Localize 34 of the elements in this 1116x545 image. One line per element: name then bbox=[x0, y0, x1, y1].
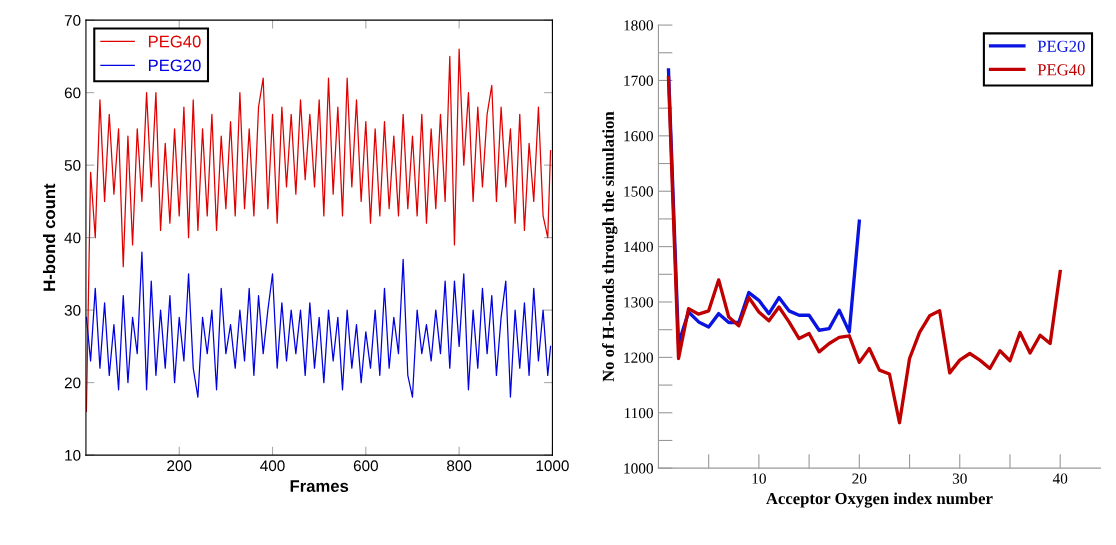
y-tick-label: 20 bbox=[64, 377, 81, 389]
x-tick-label: 40 bbox=[1052, 473, 1068, 484]
x-axis-title: Frames bbox=[290, 480, 349, 492]
y-tick-label: 1400 bbox=[624, 241, 653, 253]
y-axis-title: No of H-bonds through the simulation bbox=[602, 111, 618, 382]
legend-label: PEG20 bbox=[1037, 40, 1085, 52]
x-tick-label: 400 bbox=[260, 460, 285, 472]
legend-label: PEG20 bbox=[148, 59, 201, 72]
line-series bbox=[666, 76, 1062, 425]
x-tick-label: 200 bbox=[167, 460, 192, 472]
y-tick-label: 1500 bbox=[624, 186, 653, 197]
x-tick-label: 30 bbox=[952, 473, 967, 484]
y-tick-label: 1100 bbox=[624, 407, 653, 419]
y-tick-label: 40 bbox=[64, 232, 81, 244]
y-tick-label: 60 bbox=[64, 87, 81, 99]
legend-label: PEG40 bbox=[148, 35, 201, 48]
x-tick-label: 600 bbox=[353, 460, 378, 472]
y-tick-label: 1800 bbox=[624, 20, 653, 31]
y-tick-label: 50 bbox=[64, 160, 81, 171]
y-tick-label: 1200 bbox=[624, 352, 653, 363]
y-tick-label: 70 bbox=[64, 15, 81, 26]
x-tick-label: 20 bbox=[852, 473, 867, 484]
y-tick-label: 1300 bbox=[624, 297, 653, 308]
y-tick-label: 1700 bbox=[624, 75, 653, 86]
y-tick-label: 1600 bbox=[624, 130, 653, 142]
line-series bbox=[85, 251, 552, 398]
y-axis-title: H-bond count bbox=[42, 183, 56, 291]
x-tick-label: 800 bbox=[447, 460, 472, 472]
x-tick-label: 1000 bbox=[536, 460, 569, 472]
x-axis-title: Acceptor Oxygen index number bbox=[766, 492, 993, 508]
legend-label: PEG40 bbox=[1037, 64, 1085, 76]
y-tick-label: 10 bbox=[65, 449, 81, 461]
x-tick-label: 10 bbox=[752, 473, 766, 484]
y-tick-label: 30 bbox=[64, 304, 81, 316]
